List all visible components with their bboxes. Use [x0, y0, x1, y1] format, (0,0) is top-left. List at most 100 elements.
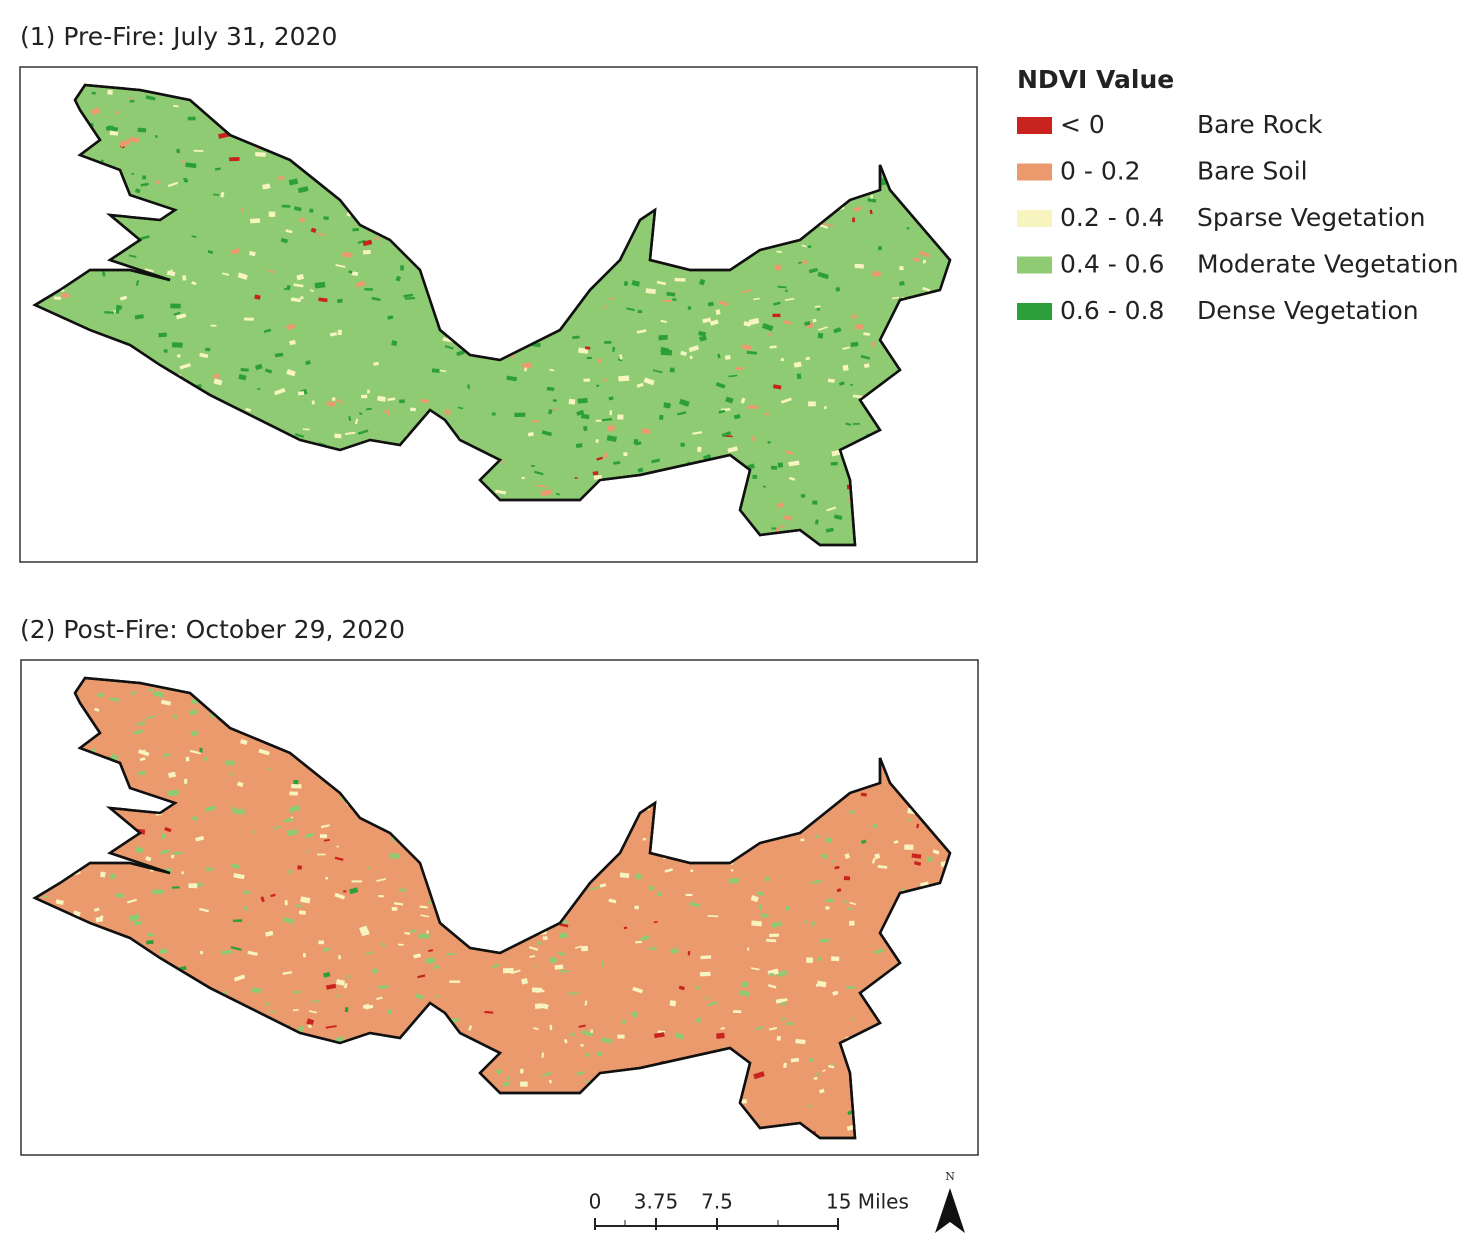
raster-patch [362, 802, 366, 807]
raster-patch [250, 830, 255, 834]
raster-patch [414, 993, 425, 1000]
raster-patch [297, 865, 302, 870]
raster-patch [656, 698, 663, 704]
raster-patch [637, 310, 643, 314]
raster-patch [323, 971, 331, 978]
raster-patch [952, 969, 960, 973]
raster-patch [502, 853, 507, 858]
raster-patch [575, 827, 583, 834]
raster-patch [802, 703, 811, 706]
raster-patch [522, 791, 532, 799]
raster-patch [296, 1077, 300, 1082]
raster-patch [610, 527, 620, 533]
raster-patch [428, 478, 439, 486]
raster-patch [250, 1090, 257, 1096]
raster-patch [119, 1010, 125, 1013]
raster-patch [138, 235, 150, 241]
raster-patch [648, 947, 657, 950]
raster-patch [366, 867, 371, 870]
raster-patch [348, 415, 352, 421]
raster-patch [296, 273, 305, 281]
raster-patch [893, 528, 897, 534]
raster-patch [575, 290, 585, 295]
raster-patch [808, 401, 816, 407]
raster-patch [909, 98, 920, 104]
raster-patch [472, 485, 478, 492]
raster-patch [63, 920, 66, 926]
raster-patch [197, 882, 203, 887]
raster-patch [280, 237, 289, 244]
raster-patch [612, 1072, 625, 1079]
raster-patch [812, 879, 822, 885]
raster-patch [283, 916, 295, 924]
raster-patch [608, 898, 617, 904]
raster-patch [714, 1086, 719, 1092]
raster-patch [138, 369, 142, 375]
raster-patch [817, 957, 822, 961]
raster-patch [486, 1131, 492, 1135]
raster-patch [604, 106, 608, 110]
raster-patch [593, 210, 599, 215]
raster-patch [950, 178, 958, 182]
raster-patch [129, 136, 140, 143]
raster-patch [411, 122, 423, 130]
raster-patch [608, 234, 618, 239]
raster-patch [706, 484, 716, 489]
raster-patch [185, 421, 197, 429]
raster-patch [287, 85, 297, 89]
raster-patch [516, 295, 525, 299]
raster-patch [359, 412, 363, 415]
raster-patch [815, 834, 821, 838]
raster-patch [955, 1048, 960, 1053]
raster-patch [614, 1074, 618, 1079]
raster-patch [132, 509, 142, 517]
raster-patch [298, 88, 302, 94]
raster-patch [875, 125, 884, 129]
raster-patch [202, 1065, 211, 1069]
raster-patch [68, 1005, 79, 1013]
raster-patch [48, 186, 60, 192]
raster-patch [481, 1055, 489, 1061]
raster-patch [738, 831, 745, 838]
raster-patch [274, 352, 284, 358]
raster-patch [614, 488, 620, 494]
raster-patch [143, 362, 150, 366]
raster-patch [584, 266, 591, 270]
raster-patch [386, 175, 395, 182]
raster-patch [224, 760, 235, 766]
raster-patch [689, 901, 701, 908]
raster-patch [154, 1136, 159, 1138]
raster-patch [485, 1143, 493, 1146]
raster-patch [672, 298, 677, 302]
raster-patch [514, 412, 526, 418]
raster-patch [371, 967, 379, 974]
raster-patch [429, 525, 439, 530]
raster-patch [358, 1108, 363, 1115]
raster-patch [467, 326, 476, 332]
raster-patch [602, 85, 608, 91]
raster-patch [264, 368, 273, 374]
raster-patch [407, 130, 411, 135]
raster-patch [233, 974, 246, 982]
raster-patch [182, 1043, 190, 1048]
raster-patch [881, 126, 888, 132]
raster-patch [523, 757, 531, 761]
raster-patch [577, 789, 586, 795]
raster-patch [96, 1077, 107, 1081]
raster-patch [147, 932, 154, 937]
raster-patch [943, 787, 950, 794]
raster-patch [870, 341, 875, 348]
legend-label: Bare Rock [1197, 110, 1323, 139]
raster-patch [851, 1017, 854, 1021]
raster-patch [185, 756, 190, 762]
raster-patch [892, 395, 903, 401]
raster-patch [615, 144, 621, 149]
raster-patch [281, 204, 291, 208]
raster-patch [854, 749, 863, 754]
raster-patch [109, 528, 121, 533]
raster-patch [949, 113, 950, 117]
raster-patch [732, 1010, 742, 1014]
raster-patch [680, 442, 685, 447]
raster-patch [831, 147, 837, 150]
raster-patch [492, 963, 500, 969]
